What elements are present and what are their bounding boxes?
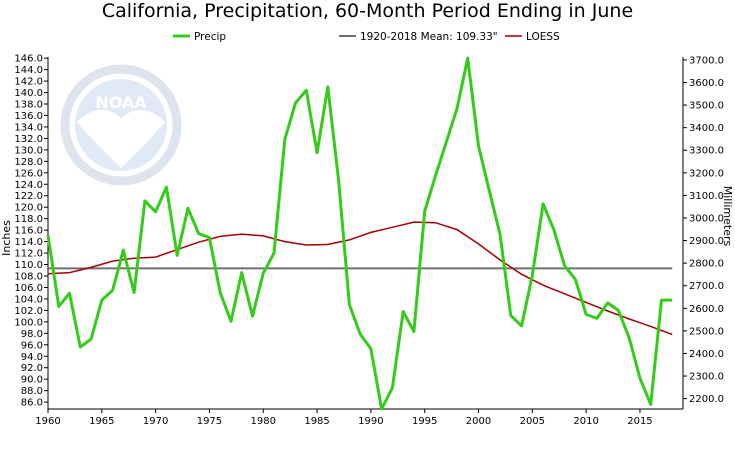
y-tick-label: 100.0: [14, 317, 43, 328]
y-tick-label: 88.0: [21, 386, 43, 397]
y-tick-label: 134.0: [14, 122, 43, 133]
x-tick-label: 1980: [251, 416, 276, 427]
y2-axis-ticks: 2200.0 2300.0 2400.0 2500.0 2600.0 2700.0 2800…: [683, 55, 724, 405]
x-tick-label: 2005: [520, 416, 545, 427]
y2-tick-label: 3000.0: [689, 213, 724, 224]
noaa-logo-gull: [77, 109, 165, 168]
series-line-loess: [47, 221, 673, 336]
y-tick-label: 140.0: [14, 88, 43, 99]
y-tick-label: 112.0: [14, 249, 43, 260]
y-tick-label: 138.0: [14, 100, 43, 111]
y-tick-label: 106.0: [14, 283, 43, 294]
series-line-precip: [46, 56, 673, 411]
y-tick-label: 86.0: [21, 398, 43, 409]
y2-tick-label: 2500.0: [689, 326, 724, 337]
noaa-logo-disc: [75, 79, 167, 171]
y-axis-label: Inches: [0, 220, 13, 256]
y-axis-ticks: 86.088.090.092.094.096.098.0100.0102.010…: [14, 54, 48, 409]
y-tick-label: 108.0: [14, 271, 43, 282]
y-tick-label: 96.0: [21, 340, 43, 351]
y-tick-label: 104.0: [14, 294, 43, 305]
y-tick-label: 118.0: [14, 214, 43, 225]
y-tick-label: 110.0: [14, 260, 43, 271]
y2-tick-label: 3700.0: [689, 55, 724, 66]
y-tick-label: 132.0: [14, 134, 43, 145]
y-tick-label: 126.0: [14, 168, 43, 179]
y2-tick-label: 3100.0: [689, 191, 724, 202]
y-tick-label: 120.0: [14, 203, 43, 214]
y2-axis-label: Millimeters: [721, 186, 734, 247]
y-tick-label: 90.0: [21, 375, 43, 386]
y2-tick-label: 3200.0: [689, 168, 724, 179]
y-tick-label: 146.0: [14, 54, 43, 65]
y-tick-label: 128.0: [14, 157, 43, 168]
noaa-logo-ring: [60, 64, 182, 186]
y-tick-label: 94.0: [21, 352, 43, 363]
y-tick-label: 136.0: [14, 111, 43, 122]
legend-label-mean: 1920-2018 Mean: 109.33": [360, 31, 498, 43]
y-tick-label: 130.0: [14, 145, 43, 156]
x-tick-label: 2000: [466, 416, 491, 427]
y-tick-label: 124.0: [14, 180, 43, 191]
noaa-watermark: NOAA: [60, 64, 182, 186]
legend-label-precip: Precip: [194, 31, 226, 43]
noaa-logo-text: NOAA: [95, 93, 147, 112]
x-tick-label: 1970: [143, 416, 168, 427]
y2-tick-label: 2200.0: [689, 394, 724, 405]
legend: Precip 1920-2018 Mean: 109.33" LOESS: [173, 31, 560, 43]
chart-title: California, Precipitation, 60-Month Peri…: [102, 0, 633, 22]
y2-tick-label: 3400.0: [689, 123, 724, 134]
y-tick-label: 102.0: [14, 306, 43, 317]
y-tick-label: 114.0: [14, 237, 43, 248]
y2-tick-label: 2900.0: [689, 236, 724, 247]
x-tick-label: 1995: [412, 416, 437, 427]
y-tick-label: 92.0: [21, 363, 43, 374]
y2-tick-label: 3500.0: [689, 101, 724, 112]
y2-tick-label: 2600.0: [689, 304, 724, 315]
y-tick-label: 98.0: [21, 329, 43, 340]
y2-tick-label: 3600.0: [689, 78, 724, 89]
y2-tick-label: 2800.0: [689, 259, 724, 270]
y2-tick-label: 3300.0: [689, 146, 724, 157]
legend-label-loess: LOESS: [526, 31, 560, 43]
x-tick-label: 2015: [627, 416, 652, 427]
x-tick-label: 2010: [573, 416, 598, 427]
x-tick-label: 1975: [197, 416, 222, 427]
y2-tick-label: 2300.0: [689, 372, 724, 383]
x-tick-label: 1985: [304, 416, 329, 427]
y-tick-label: 142.0: [14, 77, 43, 88]
y-tick-label: 122.0: [14, 191, 43, 202]
x-tick-label: 1990: [358, 416, 383, 427]
y2-tick-label: 2400.0: [689, 349, 724, 360]
x-tick-label: 1960: [35, 416, 60, 427]
x-tick-label: 1965: [89, 416, 114, 427]
y-tick-label: 116.0: [14, 226, 43, 237]
x-axis-ticks: 1960 1965 1970 1975 1980 1985 1990 1995 2000 2005…: [35, 409, 653, 427]
y2-tick-label: 2700.0: [689, 281, 724, 292]
y-tick-label: 144.0: [14, 65, 43, 76]
